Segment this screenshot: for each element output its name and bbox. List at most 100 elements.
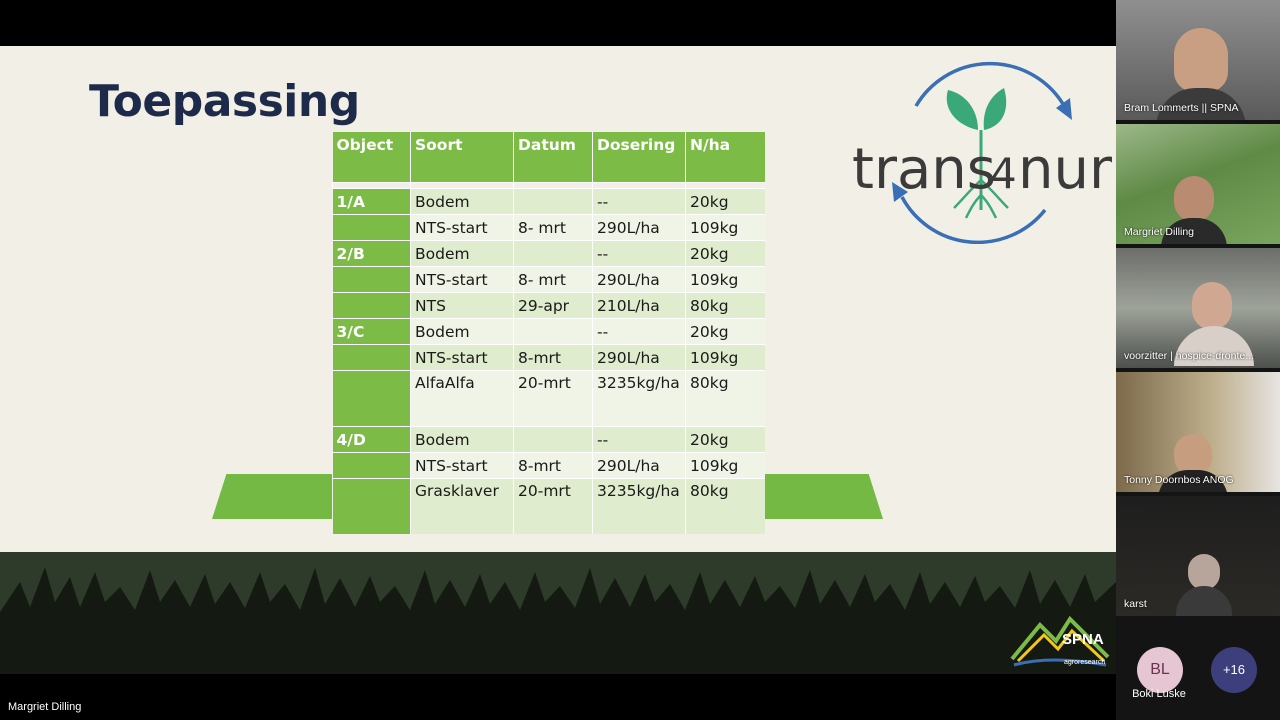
cell-nha: 20kg — [685, 426, 765, 453]
participant-avatar-name: Boki Luske — [1132, 688, 1186, 700]
cell-dosering: 290L/ha — [592, 344, 686, 371]
participant-avatar[interactable]: BL — [1137, 647, 1183, 693]
cell-datum — [513, 188, 593, 215]
participant-name: voorzitter | hospice-dronte... — [1124, 350, 1254, 362]
table-row: 2/B Bodem -- 20kg — [332, 240, 765, 267]
table-row: 4/D Bodem -- 20kg — [332, 426, 765, 453]
meeting-bottom-bar — [0, 674, 1116, 720]
shared-slide: Toepassing trans 4 num Object Soort Datu… — [0, 46, 1116, 674]
cell-dosering: 290L/ha — [592, 266, 686, 293]
spna-logo: SPNA agroresearch — [1010, 611, 1110, 673]
cell-soort: NTS — [410, 292, 514, 319]
cell-soort: Bodem — [410, 318, 514, 345]
participant-tile[interactable]: Bram Lommerts || SPNA — [1116, 0, 1280, 120]
cell-datum: 8-mrt — [513, 452, 593, 479]
logo-text-right: num — [1018, 137, 1112, 202]
cell-dosering: 290L/ha — [592, 214, 686, 241]
cell-dosering: 210L/ha — [592, 292, 686, 319]
cell-soort: Bodem — [410, 426, 514, 453]
logo-text-number: 4 — [990, 149, 1017, 198]
spna-mountains-icon — [1010, 615, 1110, 667]
header-nha: N/ha — [685, 132, 765, 183]
decor-green-left — [212, 474, 332, 519]
cell-dosering: -- — [592, 426, 686, 453]
cell-datum: 20-mrt — [513, 370, 593, 427]
header-dosering: Dosering — [592, 132, 686, 183]
cell-datum: 8- mrt — [513, 266, 593, 293]
cell-dosering: -- — [592, 240, 686, 267]
cell-datum: 8- mrt — [513, 214, 593, 241]
grass-footer — [0, 552, 1116, 674]
cell-dosering: 290L/ha — [592, 452, 686, 479]
cell-nha: 109kg — [685, 452, 765, 479]
cell-datum — [513, 318, 593, 345]
presenter-label: Margriet Dilling — [8, 701, 82, 713]
cell-nha: 20kg — [685, 240, 765, 267]
table-row: NTS-start 8-mrt 290L/ha 109kg — [332, 344, 765, 371]
participant-name: karst — [1124, 598, 1147, 610]
cell-object: 4/D — [332, 426, 411, 453]
cell-soort: Bodem — [410, 188, 514, 215]
table-row: 3/C Bodem -- 20kg — [332, 318, 765, 345]
participant-tile[interactable]: Margriet Dilling — [1116, 124, 1280, 244]
table-row: AlfaAlfa 20-mrt 3235kg/ha 80kg — [332, 370, 765, 427]
cell-object — [332, 292, 411, 319]
cell-nha: 20kg — [685, 188, 765, 215]
table-row: NTS 29-apr 210L/ha 80kg — [332, 292, 765, 319]
cell-soort: Bodem — [410, 240, 514, 267]
participant-name: Tonny Doornbos ANOG — [1124, 474, 1234, 486]
cell-nha: 80kg — [685, 292, 765, 319]
more-participants-button[interactable]: +16 — [1211, 647, 1257, 693]
participant-video — [1174, 28, 1228, 92]
cell-datum — [513, 240, 593, 267]
participant-name: Margriet Dilling — [1124, 226, 1195, 238]
cell-nha: 109kg — [685, 266, 765, 293]
participant-tile[interactable]: voorzitter | hospice-dronte... — [1116, 248, 1280, 368]
cell-soort: NTS-start — [410, 452, 514, 479]
cell-nha: 109kg — [685, 214, 765, 241]
cell-object — [332, 478, 411, 534]
participant-video — [1174, 176, 1214, 222]
cell-object: 2/B — [332, 240, 411, 267]
table-header-row: Object Soort Datum Dosering N/ha — [332, 132, 765, 183]
trans4num-logo: trans 4 num — [852, 61, 1112, 244]
cell-datum: 29-apr — [513, 292, 593, 319]
participant-video — [1176, 586, 1232, 616]
cell-dosering: -- — [592, 318, 686, 345]
meeting-top-bar — [0, 0, 1116, 46]
table-row: 1/A Bodem -- 20kg — [332, 188, 765, 215]
header-soort: Soort — [410, 132, 514, 183]
table-row: NTS-start 8- mrt 290L/ha 109kg — [332, 214, 765, 241]
table-row: Grasklaver 20-mrt 3235kg/ha 80kg — [332, 478, 765, 534]
participant-video — [1174, 434, 1212, 476]
cell-datum — [513, 426, 593, 453]
cell-soort: NTS-start — [410, 344, 514, 371]
header-object: Object — [332, 132, 411, 183]
participant-video — [1188, 554, 1220, 590]
cell-object — [332, 452, 411, 479]
application-table: Object Soort Datum Dosering N/ha 1/A Bod… — [332, 132, 765, 534]
cell-datum: 20-mrt — [513, 478, 593, 534]
spna-logo-name: SPNA — [1062, 631, 1104, 648]
participant-video — [1192, 282, 1232, 330]
cell-soort: AlfaAlfa — [410, 370, 514, 427]
participant-tile[interactable]: karst — [1116, 496, 1280, 616]
cell-object: 3/C — [332, 318, 411, 345]
cell-dosering: 3235kg/ha — [592, 478, 686, 534]
table-row: NTS-start 8-mrt 290L/ha 109kg — [332, 452, 765, 479]
participant-video — [1158, 470, 1228, 492]
participant-tile[interactable]: Tonny Doornbos ANOG — [1116, 372, 1280, 492]
cell-soort: NTS-start — [410, 266, 514, 293]
cell-soort: Grasklaver — [410, 478, 514, 534]
cell-nha: 20kg — [685, 318, 765, 345]
cell-object — [332, 370, 411, 427]
decor-green-right — [764, 474, 883, 519]
cell-dosering: -- — [592, 188, 686, 215]
cell-datum: 8-mrt — [513, 344, 593, 371]
participant-name: Bram Lommerts || SPNA — [1124, 102, 1239, 114]
slide-title: Toepassing — [89, 76, 360, 127]
cell-object — [332, 266, 411, 293]
cell-nha: 80kg — [685, 478, 765, 534]
cell-object — [332, 214, 411, 241]
table-row: NTS-start 8- mrt 290L/ha 109kg — [332, 266, 765, 293]
